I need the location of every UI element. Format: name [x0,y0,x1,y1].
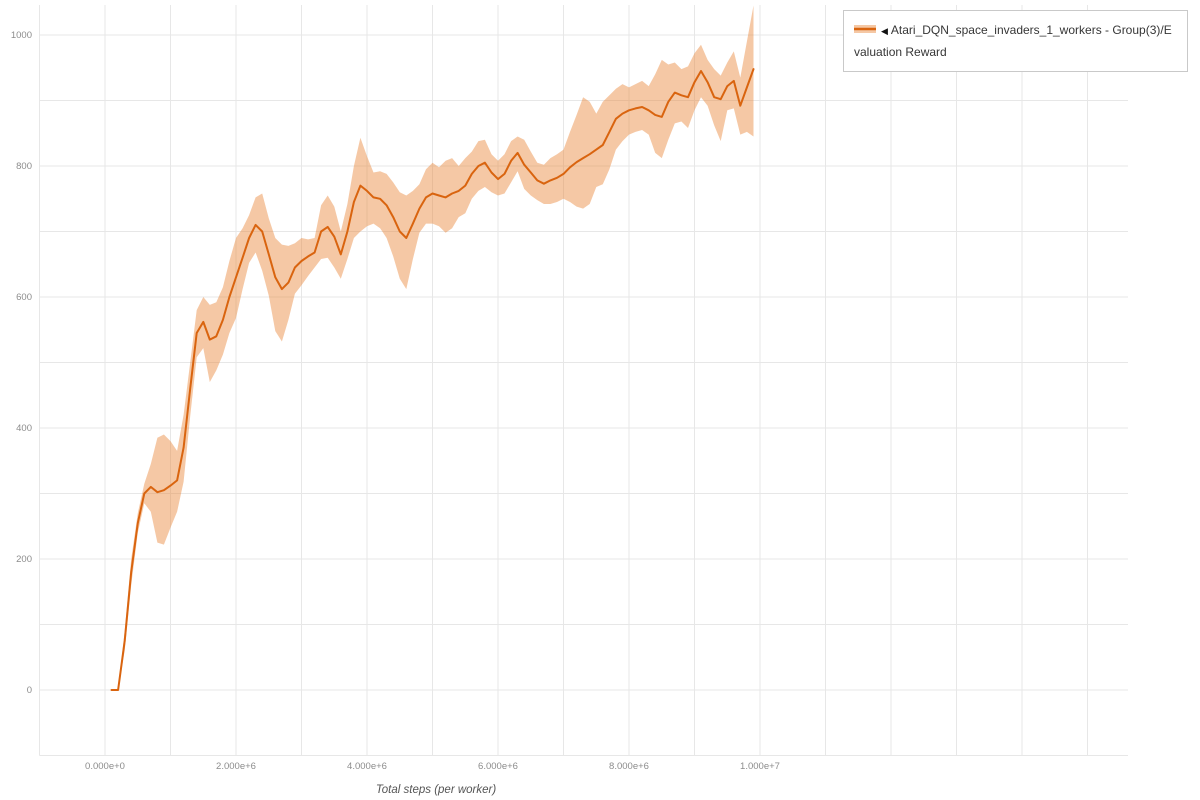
legend-entry[interactable]: ◀ Atari_DQN_space_invaders_1_workers - Gr… [854,23,1172,59]
y-tick-label: 0 [27,685,32,696]
x-axis-title: Total steps (per worker) [375,784,497,796]
y-tick-label: 1000 [11,30,32,41]
y-tick-label: 800 [16,161,32,172]
x-tick-label: 8.000e+6 [609,761,649,772]
x-tick-label: 2.000e+6 [216,761,256,772]
y-tick-label: 600 [16,292,32,303]
x-tick-label: 4.000e+6 [347,761,387,772]
legend-label: Atari_DQN_space_invaders_1_workers - Gro… [854,23,1172,60]
x-tick-label: 0.000e+0 [85,761,125,772]
x-tick-label: 6.000e+6 [478,761,518,772]
y-tick-label: 200 [16,554,32,565]
series-line [110,68,755,691]
x-tick-label: 1.000e+7 [740,761,780,772]
collapse-triangle-icon: ◀ [881,26,888,36]
legend: ◀ Atari_DQN_space_invaders_1_workers - Gr… [843,10,1188,73]
y-tick-label: 400 [16,423,32,434]
series-band [111,5,754,690]
series-swatch-icon [854,25,876,33]
